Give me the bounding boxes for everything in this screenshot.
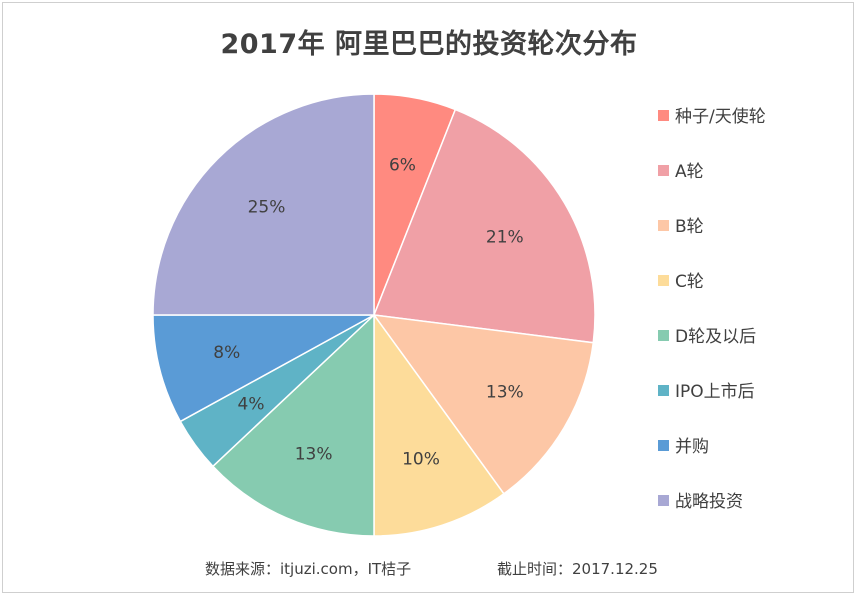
legend-entry: D轮及以后 xyxy=(658,323,756,351)
pie-slice xyxy=(152,93,375,316)
legend-swatch xyxy=(658,495,669,506)
pie-slice xyxy=(372,108,596,344)
legend-swatch xyxy=(658,330,669,341)
legend-label: B轮 xyxy=(675,217,704,237)
legend-label: IPO上市后 xyxy=(675,382,755,402)
data-source-note: 数据来源：itjuzi.com，IT桔子 xyxy=(205,560,412,578)
legend-swatch xyxy=(658,220,669,231)
legend-entry: A轮 xyxy=(658,158,704,186)
legend-entry: 战略投资 xyxy=(658,488,743,516)
slice-data-label: 10% xyxy=(402,450,440,470)
pie-slice xyxy=(373,312,505,537)
slice-data-label: 4% xyxy=(238,394,265,414)
legend-label: 并购 xyxy=(675,437,709,457)
legend-swatch xyxy=(658,165,669,176)
legend-entry: 并购 xyxy=(658,433,709,461)
legend-label: C轮 xyxy=(675,272,704,292)
pie-slice-labels: 6% 21% 13% 10% 13% 4% 8% 25% xyxy=(213,156,523,470)
legend-label: 种子/天使轮 xyxy=(675,107,766,127)
slice-data-label: 25% xyxy=(248,198,286,218)
chart-title: 2017年 阿里巴巴的投资轮次分布 xyxy=(220,29,638,60)
slice-data-label: 13% xyxy=(295,444,333,464)
legend-swatch xyxy=(658,385,669,396)
slice-data-label: 21% xyxy=(486,228,524,248)
legend-entry: IPO上市后 xyxy=(658,378,755,406)
pie-slice xyxy=(372,314,595,495)
legend-swatch xyxy=(658,275,669,286)
legend-entry: C轮 xyxy=(658,268,704,296)
legend-swatch xyxy=(658,110,669,121)
legend-label: A轮 xyxy=(675,162,704,182)
pie-slices xyxy=(152,93,596,537)
legend-label: 战略投资 xyxy=(675,492,743,512)
slice-data-label: 13% xyxy=(486,382,524,402)
cutoff-date-note: 截止时间：2017.12.25 xyxy=(497,560,658,578)
slice-data-label: 8% xyxy=(213,343,240,363)
legend-entry: B轮 xyxy=(658,213,704,241)
pie-slice xyxy=(211,313,375,537)
slice-data-label: 6% xyxy=(389,156,416,176)
legend-swatch xyxy=(658,440,669,451)
legend-entry: 种子/天使轮 xyxy=(658,103,766,131)
pie-slice xyxy=(152,314,375,423)
legend-label: D轮及以后 xyxy=(675,327,757,347)
